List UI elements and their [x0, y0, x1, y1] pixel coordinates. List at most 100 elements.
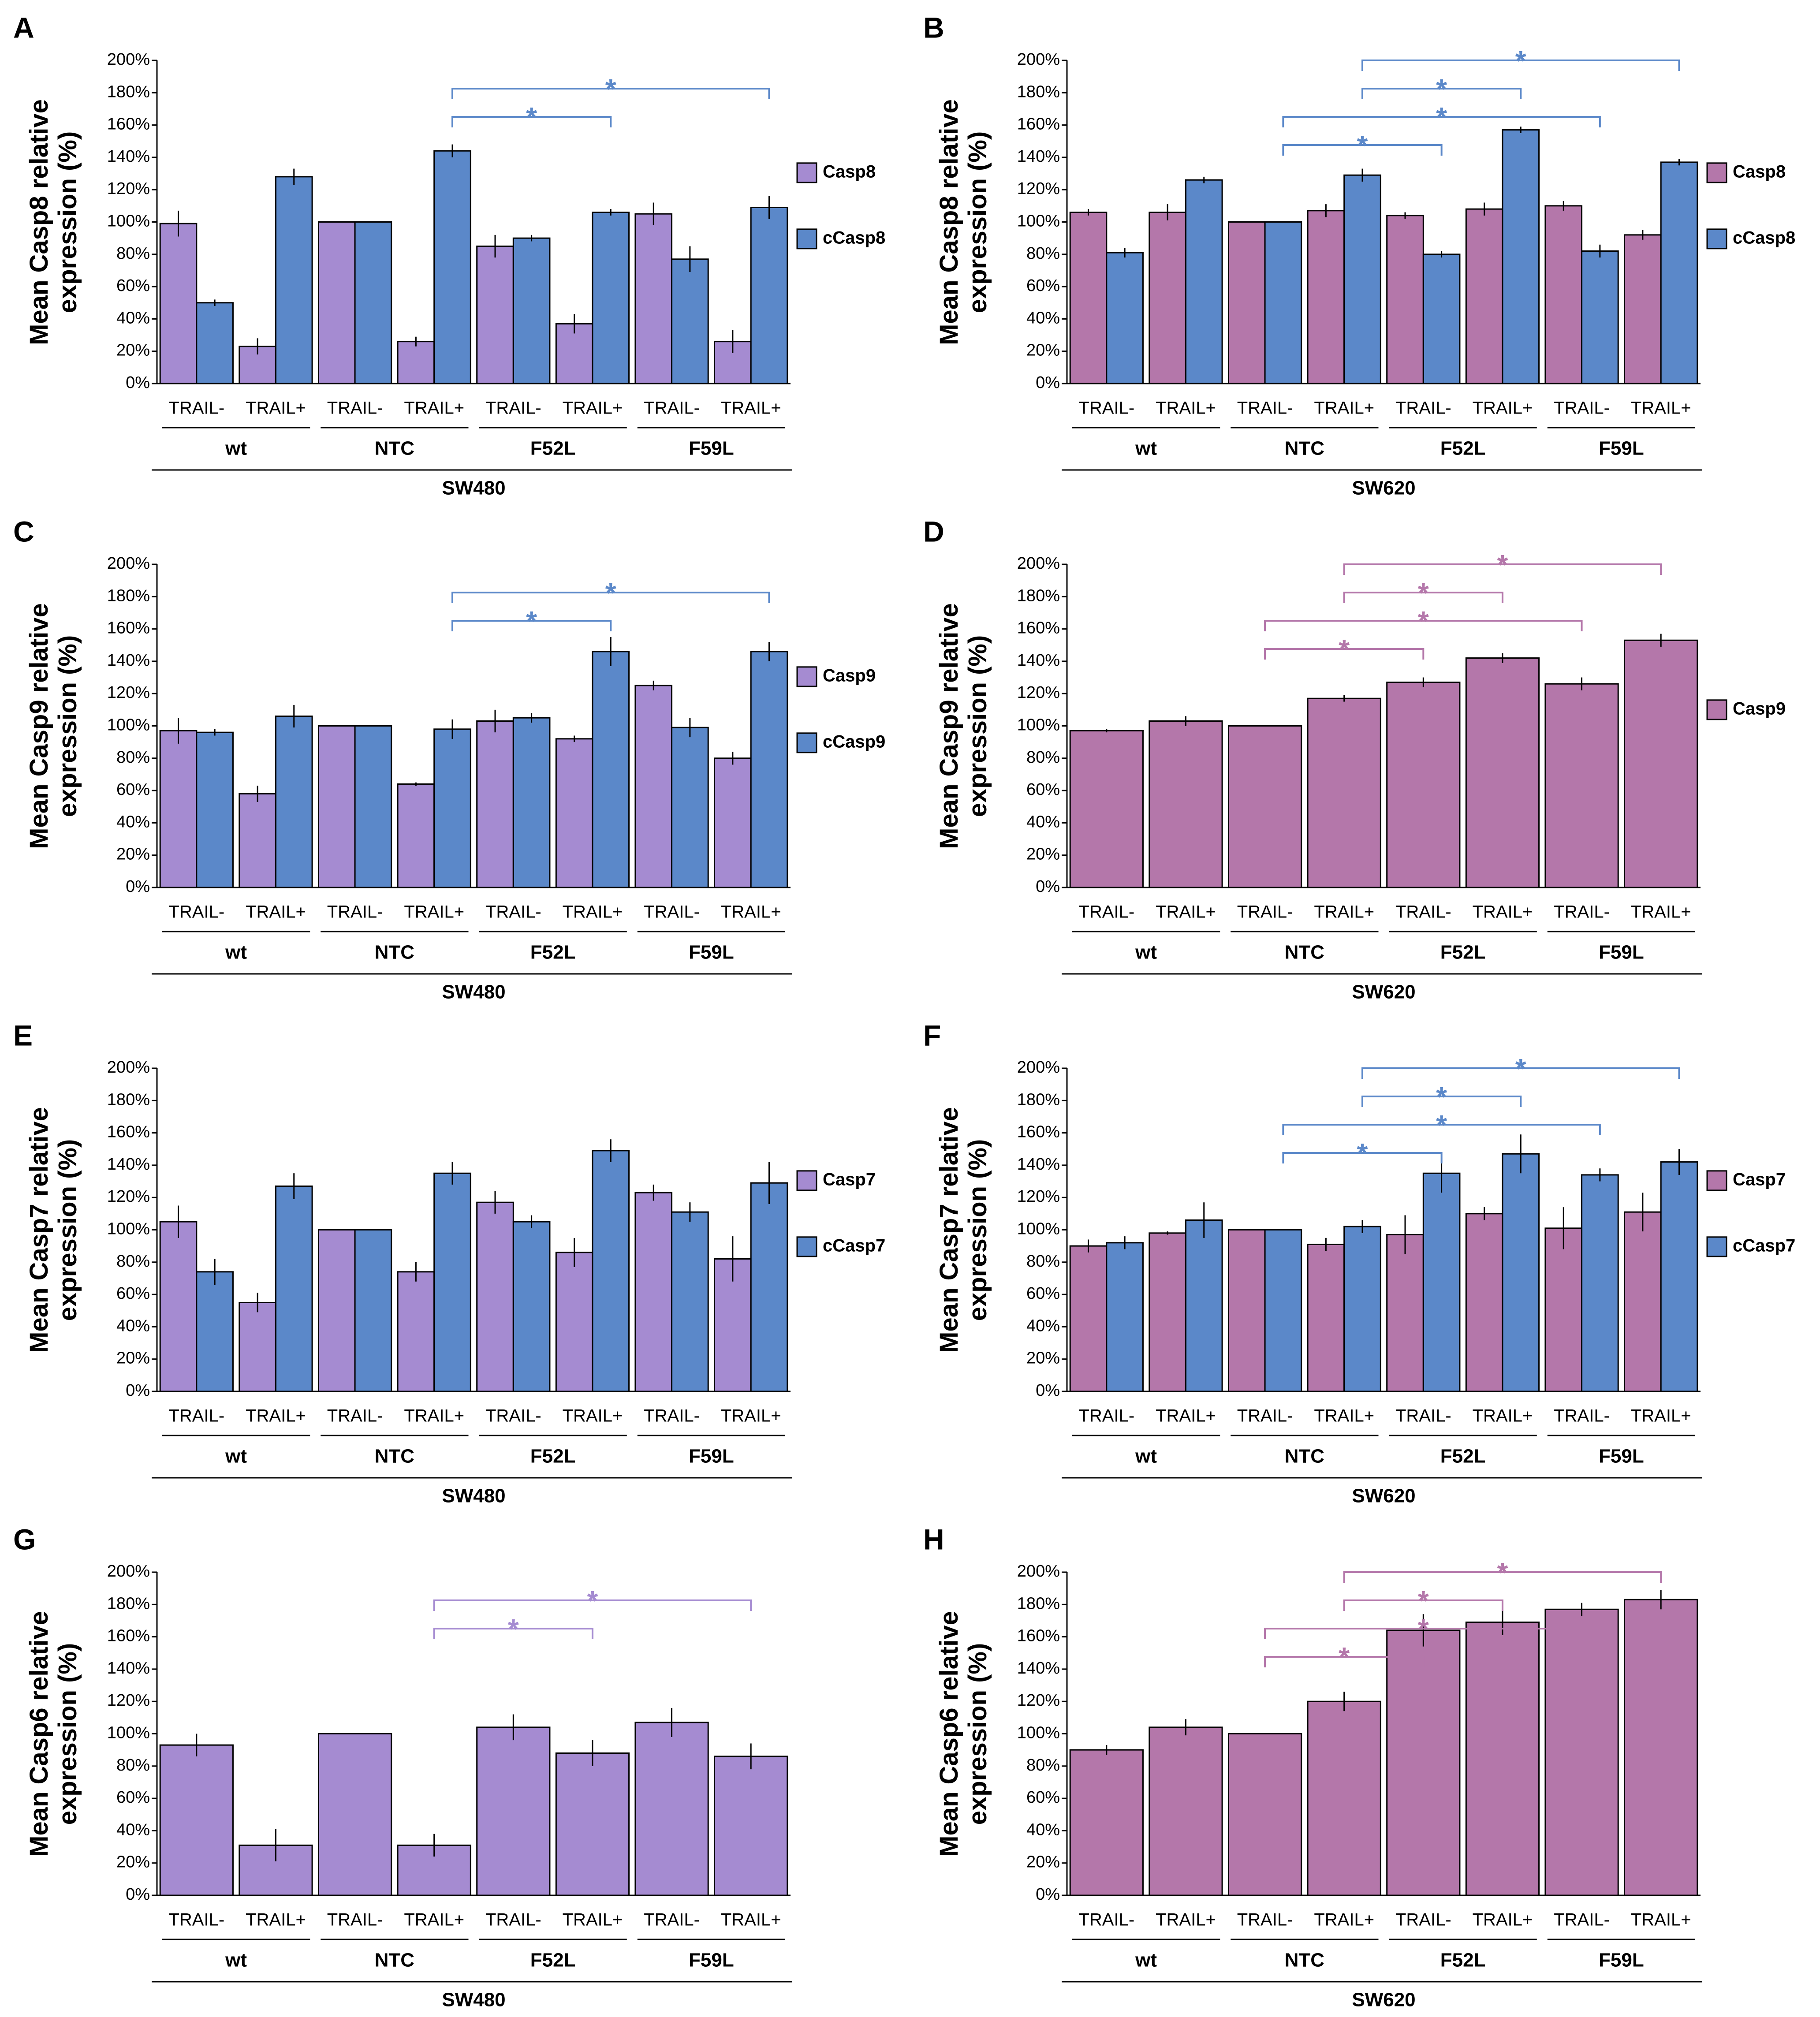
y-tick-label: 120% — [1017, 683, 1060, 702]
panel: H 0% 20% 40% 60% 80% 100% 120% 140% 160% 180% 200% T… — [910, 1512, 1820, 2016]
y-tick-label: 160% — [107, 1627, 150, 1645]
bar — [1544, 205, 1583, 384]
y-tick-label: 20% — [1026, 341, 1060, 360]
bar — [1106, 1242, 1144, 1392]
legend-swatch — [1706, 1170, 1727, 1191]
group-label: F59L — [1599, 1446, 1644, 1467]
bar — [1386, 682, 1461, 888]
y-tick-label: 100% — [1017, 716, 1060, 734]
chart: D 0% 20% 40% 60% 80% 100% 120% 140% 160% 180% 200% T… — [923, 515, 1786, 1003]
group-label: wt — [1135, 942, 1157, 963]
x-tick-label: TRAIL- — [168, 902, 224, 922]
y-tick-label: 200% — [1017, 50, 1060, 69]
bar — [634, 685, 673, 888]
bar — [512, 717, 551, 888]
significance-label: * — [1339, 634, 1350, 665]
bar — [239, 793, 276, 888]
x-axis-label: SW620 — [1352, 981, 1415, 1003]
bar — [397, 341, 435, 384]
y-tick-label: 0% — [126, 1381, 150, 1400]
y-tick-label: 80% — [116, 1756, 150, 1775]
y-tick-label: 20% — [116, 845, 150, 864]
group-label: F52L — [1440, 1950, 1486, 1971]
y-tick-label: 200% — [107, 1058, 150, 1077]
y-tick-label: 80% — [1026, 748, 1060, 767]
bar — [354, 221, 392, 384]
x-axis-label: SW480 — [442, 1989, 505, 2011]
significance-label: * — [1418, 577, 1429, 609]
y-tick-label: 140% — [1017, 651, 1060, 670]
significance-bracket — [451, 116, 612, 127]
bar — [555, 1752, 630, 1896]
y-tick-label: 140% — [107, 1155, 150, 1174]
group-label: F52L — [530, 1950, 576, 1971]
x-tick-label: TRAIL+ — [721, 399, 781, 418]
x-tick-label: TRAIL+ — [246, 1910, 306, 1930]
x-tick-label: TRAIL- — [168, 1406, 224, 1426]
x-axis-label: SW620 — [1352, 1485, 1415, 1507]
y-tick-label: 100% — [107, 212, 150, 231]
y-tick-label: 140% — [107, 147, 150, 166]
x-tick-label: TRAIL- — [327, 902, 383, 922]
y-tick-label: 180% — [107, 586, 150, 605]
y-tick-label: 40% — [1026, 813, 1060, 831]
y-tick-label: 80% — [116, 1252, 150, 1271]
bar — [750, 207, 788, 384]
y-tick-label: 200% — [1017, 1058, 1060, 1077]
bar — [1465, 657, 1540, 888]
bar — [1149, 1726, 1223, 1896]
significance-label: * — [1418, 605, 1429, 637]
significance-bracket — [1264, 648, 1425, 660]
y-tick-label: 180% — [107, 82, 150, 101]
significance-label: * — [1357, 1137, 1368, 1169]
x-tick-label: TRAIL+ — [1473, 1910, 1533, 1930]
significance-label: * — [587, 1585, 598, 1617]
significance-bracket — [1343, 1599, 1503, 1611]
bar — [1069, 212, 1108, 384]
legend-swatch — [1706, 162, 1727, 183]
bar — [1581, 1174, 1619, 1392]
panel-letter: H — [923, 1523, 944, 1555]
y-tick-label: 0% — [126, 877, 150, 896]
legend-swatch — [796, 732, 817, 753]
bar — [476, 1726, 551, 1896]
bar — [555, 1252, 593, 1392]
x-tick-label: TRAIL- — [327, 399, 383, 418]
x-tick-label: TRAIL- — [644, 902, 700, 922]
bar — [1149, 212, 1186, 384]
y-tick-label: 20% — [1026, 1853, 1060, 1872]
significance-bracket — [1282, 1124, 1601, 1135]
x-tick-label: TRAIL+ — [1314, 1910, 1374, 1930]
bar — [275, 716, 313, 888]
bar — [1307, 697, 1381, 888]
significance-label: * — [1436, 101, 1447, 133]
y-tick-label: 40% — [116, 309, 150, 327]
panel: B 0% 20% 40% 60% 80% 100% 120% 140% 160% 180% 200% T… — [910, 0, 1820, 504]
y-tick-label: 20% — [1026, 845, 1060, 864]
y-tick-label: 140% — [1017, 1659, 1060, 1678]
bar — [1465, 208, 1503, 384]
x-tick-label: TRAIL+ — [246, 1406, 306, 1426]
bar — [671, 258, 709, 384]
group-label: F52L — [1440, 1446, 1486, 1467]
bar — [1185, 1219, 1223, 1392]
significance-bracket — [451, 88, 770, 99]
panel: D 0% 20% 40% 60% 80% 100% 120% 140% 160% 180% 200% T… — [910, 504, 1820, 1008]
x-tick-label: TRAIL+ — [1631, 902, 1691, 922]
bar — [1660, 1161, 1698, 1392]
y-axis-label: Mean Casp8 relative expression (%) — [25, 99, 82, 345]
y-axis-label: Mean Casp9 relative expression (%) — [25, 603, 82, 849]
x-tick-label: TRAIL+ — [1631, 399, 1691, 418]
y-tick-label: 180% — [1017, 82, 1060, 101]
panel-letter: G — [13, 1523, 36, 1555]
bar — [397, 1271, 435, 1392]
panel-letter: B — [923, 11, 944, 44]
y-tick-label: 0% — [1036, 877, 1060, 896]
x-tick-label: TRAIL- — [1554, 902, 1610, 922]
x-tick-label: TRAIL- — [327, 1406, 383, 1426]
chart: H 0% 20% 40% 60% 80% 100% 120% 140% 160% 180% 200% T… — [923, 1523, 1702, 2011]
x-tick-label: TRAIL+ — [1631, 1406, 1691, 1426]
bar — [1465, 1622, 1540, 1896]
bar — [1307, 1700, 1381, 1896]
